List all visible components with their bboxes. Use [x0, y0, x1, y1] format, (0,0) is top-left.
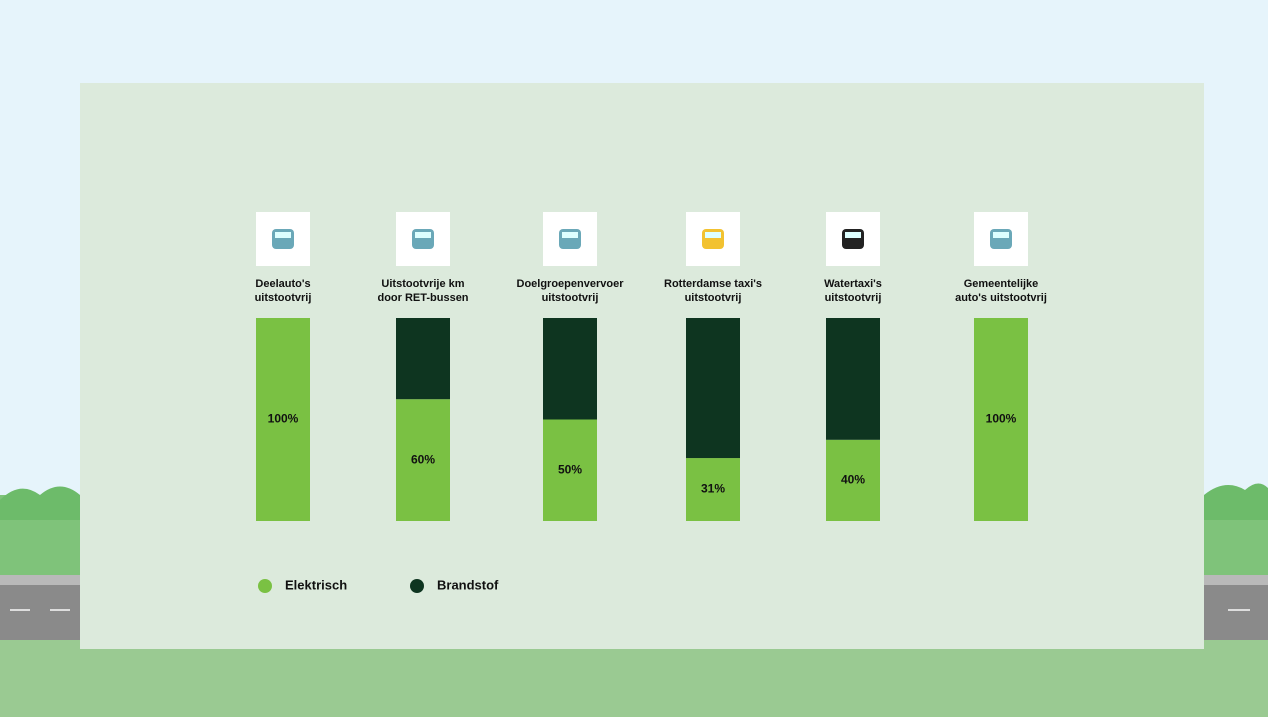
category-label: auto's uitstootvrij — [955, 292, 1047, 304]
icon-window — [275, 232, 291, 238]
legend-swatch — [410, 579, 424, 593]
category-label: uitstootvrij — [825, 292, 882, 304]
legend-swatch — [258, 579, 272, 593]
bar-segment — [396, 318, 450, 399]
value-label: 60% — [411, 452, 435, 466]
legend-label: Elektrisch — [285, 577, 347, 592]
category-label: Uitstootvrije km — [381, 278, 464, 290]
value-label: 40% — [841, 473, 865, 487]
icon-window — [845, 232, 861, 238]
bar-segment — [543, 318, 597, 420]
icon-window — [415, 232, 431, 238]
category-label: Doelgroepenvervoer — [517, 278, 625, 290]
grass — [0, 640, 1268, 717]
value-label: 100% — [268, 412, 299, 426]
bar-segment — [686, 318, 740, 458]
category-label: door RET-bussen — [377, 292, 468, 304]
value-label: 100% — [986, 412, 1017, 426]
icon-window — [705, 232, 721, 238]
category-label: uitstootvrij — [255, 292, 312, 304]
category-label: Watertaxi's — [824, 278, 882, 290]
bar-segment — [826, 318, 880, 440]
category-label: Gemeentelijke — [964, 278, 1039, 290]
panel — [80, 83, 1204, 649]
category-label: Rotterdamse taxi's — [664, 278, 762, 290]
legend-label: Brandstof — [437, 577, 499, 592]
category-label: uitstootvrij — [542, 292, 599, 304]
page: Deelauto's uitstootvrij 100% Uitstootvrije … — [0, 0, 1268, 717]
category-label: uitstootvrij — [685, 292, 742, 304]
icon-window — [562, 232, 578, 238]
icon-window — [993, 232, 1009, 238]
value-label: 31% — [701, 482, 725, 496]
value-label: 50% — [558, 462, 582, 476]
chart: Deelauto's uitstootvrij 100% Uitstootvrije … — [0, 0, 1268, 717]
category-label: Deelauto's — [255, 278, 310, 290]
